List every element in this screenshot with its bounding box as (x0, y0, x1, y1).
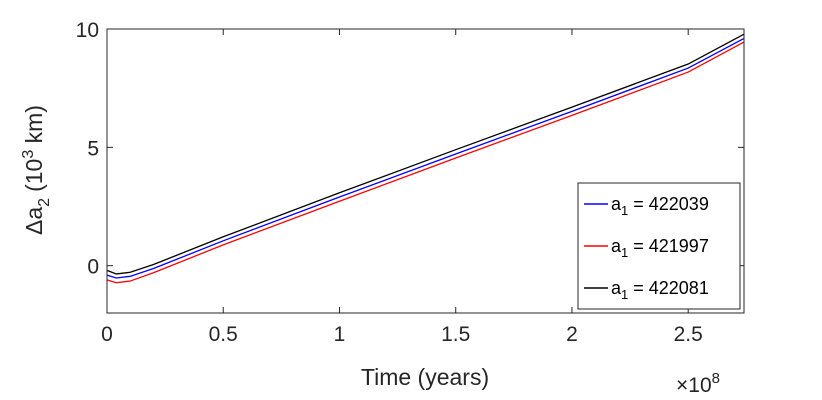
y-tick-label: 5 (87, 137, 99, 160)
axes-frame (106, 28, 745, 314)
x-tick-label: 0.5 (209, 323, 238, 346)
legend-label-3: a1 = 422081 (611, 278, 709, 302)
y-label-sub: 2 (36, 198, 53, 207)
y-label-units-post: km) (21, 105, 47, 150)
x-tick-label: 1.5 (441, 323, 470, 346)
y-axis-label: Δa2 (103 km) (20, 105, 53, 235)
y-tick-label: 0 (87, 256, 99, 279)
x-tick-label: 0 (101, 323, 113, 346)
series-line-1 (106, 37, 745, 279)
x-exponent-power: 8 (712, 370, 720, 387)
legend: a1 = 422039 a1 = 421997 a1 = 422081 (577, 182, 741, 310)
y-tick-label: 10 (76, 19, 99, 42)
x-tick-label: 2.5 (674, 323, 703, 346)
series-group (106, 33, 745, 284)
x-axis-label: Time (years) (361, 364, 489, 390)
series-line-2 (106, 41, 745, 284)
y-label-units-sup: 3 (20, 150, 37, 159)
legend-label-1: a1 = 422039 (611, 194, 709, 218)
x-tick-label: 1 (334, 323, 346, 346)
x-exponent-prefix: ×10 (676, 374, 712, 397)
y-label-units-pre: (10 (21, 159, 47, 192)
ticks-group: 0 0.5 1 1.5 2 2.5 0 5 10 (76, 19, 744, 346)
x-axis-exponent: ×108 (676, 370, 720, 397)
x-tick-label: 2 (566, 323, 578, 346)
y-label-base: Δa (21, 207, 47, 235)
series-line-3 (106, 33, 745, 275)
axes-box (106, 28, 745, 314)
legend-label-2: a1 = 421997 (611, 236, 709, 260)
